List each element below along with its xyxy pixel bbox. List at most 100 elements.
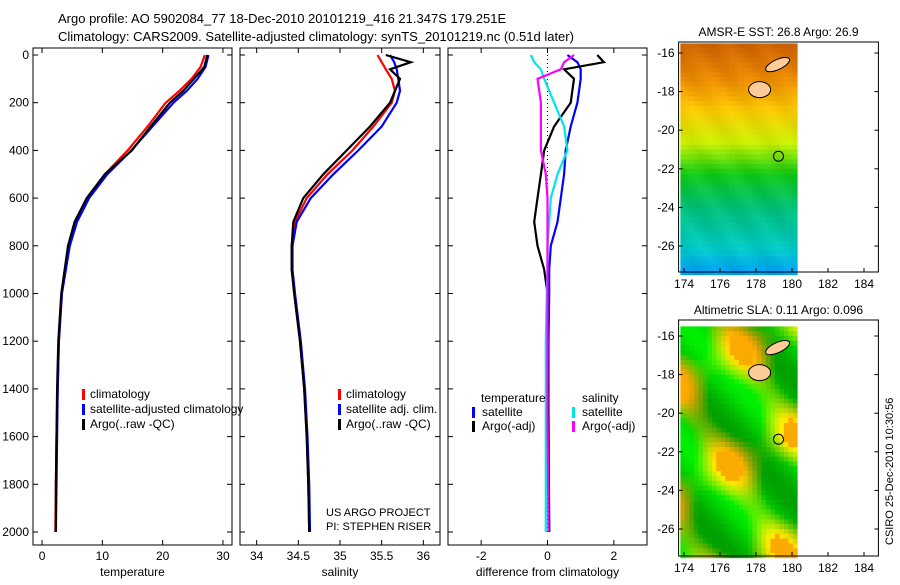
legend-label: satellite [582, 405, 623, 419]
legend-label: Argo(..raw -QC) [346, 417, 431, 431]
y-tick-label: -26 [657, 522, 675, 536]
y-tick-label: -18 [657, 85, 675, 99]
legend-swatch [82, 389, 85, 400]
x-tick-label: 176 [710, 561, 730, 575]
x-axis-label: salinity [322, 565, 359, 579]
legend-header: temperature [481, 391, 546, 405]
x-tick-label: 34 [250, 549, 264, 563]
x-axis-label: difference from climatology [476, 565, 619, 579]
project-line-1: US ARGO PROJECT [326, 507, 431, 519]
difference-panel: -2 0 2 difference from climatology temperatu… [447, 47, 648, 579]
y-tick-label: 0 [22, 48, 29, 62]
x-tick-label: 2 [610, 549, 617, 563]
temperature-panel: 0 10 20 30 temperature 0 200 400 600 800 1000 1200 1… [2, 47, 243, 579]
y-tick-label: 400 [9, 143, 29, 157]
x-tick-label: 178 [746, 277, 766, 291]
legend-label: climatology [346, 387, 406, 401]
y-tick-label: -22 [657, 162, 675, 176]
legend-label: Argo(..raw -QC) [90, 417, 175, 431]
y-tick-label: -24 [657, 483, 675, 497]
x-tick-label: 184 [854, 561, 874, 575]
x-tick-label: 35 [333, 549, 347, 563]
title-line-2: Climatology: CARS2009. Satellite-adjuste… [58, 29, 574, 44]
legend-swatch [82, 419, 85, 430]
island-vanua-levu [765, 56, 791, 73]
x-tick-label: 174 [674, 277, 694, 291]
x-tick-label: 180 [782, 561, 802, 575]
map-field [680, 326, 798, 559]
series-line-argo---raw--qc- [290, 53, 415, 533]
legend: temperature salinitysatelliteArgo(-adj)sa… [472, 391, 635, 433]
x-tick-label: 184 [854, 277, 874, 291]
map-title: Altimetric SLA: 0.11 Argo: 0.096 [694, 303, 864, 317]
sst-map: AMSR-E SST: 26.8 Argo: 26.9 174 176 178 180 1… [657, 25, 879, 291]
salinity-panel: 34 34.5 35 35.5 36 salinity climatologysatelli… [239, 47, 441, 579]
y-tick-label: 1600 [2, 430, 29, 444]
y-tick-label: 2000 [2, 525, 29, 539]
legend-label: Argo(-adj) [482, 419, 535, 433]
legend-swatch [572, 421, 575, 432]
series-line-satellite [529, 54, 569, 532]
x-tick-label: 36 [417, 549, 431, 563]
float-position-marker [773, 150, 784, 162]
legend-label: Argo(-adj) [582, 419, 635, 433]
y-tick-label: -20 [657, 123, 675, 137]
axes-frame [32, 47, 233, 546]
island-viti-levu [748, 364, 772, 382]
x-tick-label: 30 [216, 549, 230, 563]
y-tick-label: -20 [657, 406, 675, 420]
side-label: CSIRO 25-Dec-2010 10:30:56 [884, 398, 896, 545]
x-tick-label: 176 [710, 277, 730, 291]
legend-label: satellite [482, 405, 523, 419]
series-line-satellite-adj--clim- [291, 54, 402, 533]
y-tick-label: -22 [657, 445, 675, 459]
series-line-satellite-adjusted-climatology [54, 54, 210, 533]
project-line-2: PI: STEPHEN RISER [326, 521, 431, 533]
legend-label: satellite adj. clim. [346, 402, 437, 416]
x-tick-label: 182 [818, 277, 838, 291]
legend-swatch [572, 407, 575, 418]
legend-label: satellite-adjusted climatology [90, 402, 243, 416]
map-title: AMSR-E SST: 26.8 Argo: 26.9 [698, 25, 858, 39]
y-tick-label: 1000 [2, 287, 29, 301]
x-tick-label: 178 [746, 561, 766, 575]
x-tick-label: 10 [96, 549, 110, 563]
x-tick-label: 182 [818, 561, 838, 575]
legend-swatch [472, 421, 475, 432]
legend-swatch [82, 404, 85, 415]
series-line-climatology [54, 54, 206, 533]
x-tick-label: 34.5 [287, 549, 311, 563]
y-tick-label: 800 [9, 239, 29, 253]
y-tick-label: 1400 [2, 382, 29, 396]
y-tick-label: 1800 [2, 477, 29, 491]
legend-label: climatology [90, 387, 150, 401]
y-tick-label: -16 [657, 329, 675, 343]
x-axis-label: temperature [100, 565, 165, 579]
legend-swatch [338, 419, 341, 430]
y-tick-label: -26 [657, 239, 675, 253]
x-tick-label: 0 [39, 549, 46, 563]
series-line-argo--adj- [533, 54, 607, 533]
legend-swatch [472, 407, 475, 418]
sla-map: Altimetric SLA: 0.11 Argo: 0.096 174 176 17… [657, 303, 879, 575]
map-frame [678, 319, 879, 557]
axes-frame [239, 47, 441, 546]
map-field [680, 43, 798, 276]
y-tick-label: 600 [9, 191, 29, 205]
x-tick-label: -2 [476, 549, 487, 563]
x-tick-label: 180 [782, 277, 802, 291]
island-viti-levu [748, 81, 772, 99]
map-frame [678, 41, 879, 273]
series-line-argo---raw--qc- [54, 54, 209, 532]
y-tick-label: -18 [657, 368, 675, 382]
float-position-marker [773, 433, 784, 445]
y-tick-label: 1200 [2, 334, 29, 348]
x-tick-label: 20 [156, 549, 170, 563]
legend-swatch [338, 404, 341, 415]
title-line-1: Argo profile: AO 5902084_77 18-Dec-2010 … [58, 11, 506, 26]
legend-swatch [338, 389, 341, 400]
island-vanua-levu [765, 339, 791, 356]
